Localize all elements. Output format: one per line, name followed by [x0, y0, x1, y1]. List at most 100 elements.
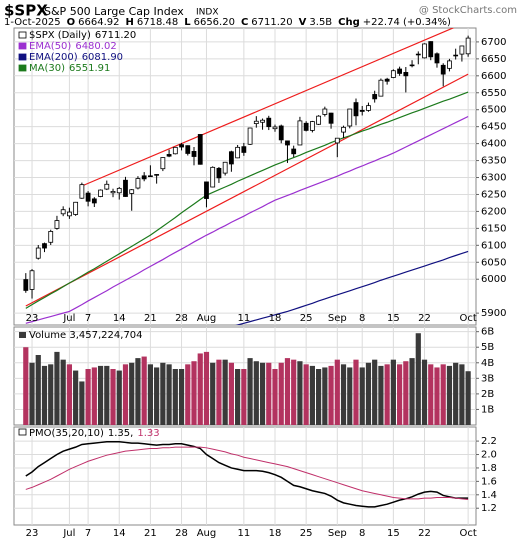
candle-body — [185, 145, 191, 154]
volume-bar — [347, 367, 353, 425]
candle-body — [204, 181, 209, 199]
candle-body — [98, 189, 103, 197]
legend-swatch — [18, 428, 27, 436]
y-tick-label: 1.8 — [481, 463, 497, 474]
x-tick-label: 23 — [26, 528, 39, 539]
candle-body — [328, 112, 334, 124]
candle-body — [154, 174, 160, 176]
volume-bar — [48, 364, 54, 425]
volume-bar — [235, 369, 241, 425]
volume-bar — [297, 361, 303, 425]
volume-bar — [372, 359, 378, 425]
volume-bar — [23, 347, 29, 425]
x-tick-label: Jul — [62, 528, 75, 539]
x-tick-label: 25 — [300, 528, 313, 539]
volume-bar — [428, 364, 434, 425]
volume-bar — [135, 358, 141, 425]
x-tick-label: 21 — [144, 313, 157, 324]
legend-entry: $SPX (Daily) 6711.20 — [29, 30, 136, 41]
volume-bar — [353, 359, 359, 425]
y-tick-label: 6400 — [481, 139, 506, 150]
y-tick-label: 1B — [481, 404, 494, 415]
volume-bar — [104, 365, 110, 425]
candle-body — [123, 179, 128, 197]
x-tick-label: 14 — [113, 313, 126, 324]
volume-bar — [154, 367, 160, 425]
candle-body — [42, 243, 47, 249]
pmo-line — [25, 446, 469, 500]
volume-bar — [210, 362, 216, 425]
candle-body — [23, 279, 29, 291]
legend-entry: PMO(35,20,10) 1.35, 1.33 — [29, 428, 160, 439]
volume-bar — [272, 369, 278, 425]
legend-entry: EMA(50) 6480.02 — [29, 41, 117, 52]
legend-value: 6551.91 — [69, 63, 110, 74]
volume-bar — [409, 358, 415, 425]
candle-body — [129, 189, 135, 194]
candle-body — [35, 247, 41, 259]
volume-bar — [241, 369, 247, 425]
x-tick-label: 25 — [300, 313, 313, 324]
candle-body — [285, 140, 290, 146]
candle-body — [347, 108, 353, 127]
volume-bar — [365, 362, 372, 425]
y-tick-label: 6300 — [481, 173, 506, 184]
y-tick-label: 6150 — [481, 223, 506, 234]
candle-body — [291, 148, 297, 155]
y-tick-label: 3B — [481, 373, 494, 384]
legend-value: 6711.20 — [95, 30, 136, 41]
candle-body — [160, 157, 166, 170]
x-tick-label: 18 — [269, 528, 282, 539]
legend-swatch — [18, 64, 27, 72]
candle-body — [247, 127, 253, 145]
volume-bar — [203, 351, 210, 425]
y-tick-label: 1.2 — [481, 503, 497, 514]
candle-body — [459, 45, 465, 55]
quote-value: 6656.20 — [194, 17, 235, 28]
volume-bar — [147, 364, 153, 425]
x-tick-label: 11 — [237, 313, 250, 324]
volume-bar — [434, 367, 440, 425]
quote-label: O — [67, 17, 76, 28]
x-tick-label: 22 — [418, 528, 431, 539]
volume-bar — [266, 362, 272, 425]
y-tick-label: 6350 — [481, 156, 506, 167]
y-tick-label: 6500 — [481, 105, 506, 116]
y-tick-label: 5B — [481, 342, 494, 353]
index-name: S&P 500 Large Cap Index — [44, 5, 184, 18]
legend-value: 1.33 — [137, 428, 159, 439]
candle-body — [390, 70, 396, 78]
volume-bar — [390, 359, 396, 425]
candle-body — [428, 41, 434, 58]
x-tick-label: 23 — [26, 313, 39, 324]
volume-bar — [259, 362, 266, 425]
volume-bar — [340, 364, 347, 425]
x-tick-label: 22 — [418, 313, 431, 324]
candle-body — [104, 183, 110, 190]
x-tick-label: Oct — [459, 528, 476, 539]
quote-label: L — [184, 17, 191, 28]
y-tick-label: 2B — [481, 389, 494, 400]
candle-body — [48, 231, 54, 243]
candle-body — [73, 201, 79, 215]
exchange: INDX — [196, 8, 218, 18]
date: 1-Oct-2025 — [4, 17, 61, 28]
quote-line: 1-Oct-2025 O 6664.92 H 6718.48 L 6656.20 C 6711.… — [4, 17, 451, 28]
volume-bar — [316, 369, 322, 425]
volume-bar — [54, 351, 60, 425]
candle-body — [316, 115, 322, 125]
candle-body — [465, 37, 471, 55]
quote-value: +22.74 (+0.34%) — [363, 17, 451, 28]
volume-bar — [278, 362, 284, 425]
y-tick-label: 2.0 — [481, 450, 497, 461]
volume-bar — [73, 370, 79, 425]
volume-bar — [459, 364, 465, 425]
volume-bar — [303, 364, 309, 425]
volume-bar — [403, 361, 409, 425]
legend-name: EMA(50) — [29, 41, 71, 52]
y-tick-label: 6650 — [481, 54, 506, 65]
candle-body — [440, 64, 446, 75]
plot — [14, 28, 476, 325]
